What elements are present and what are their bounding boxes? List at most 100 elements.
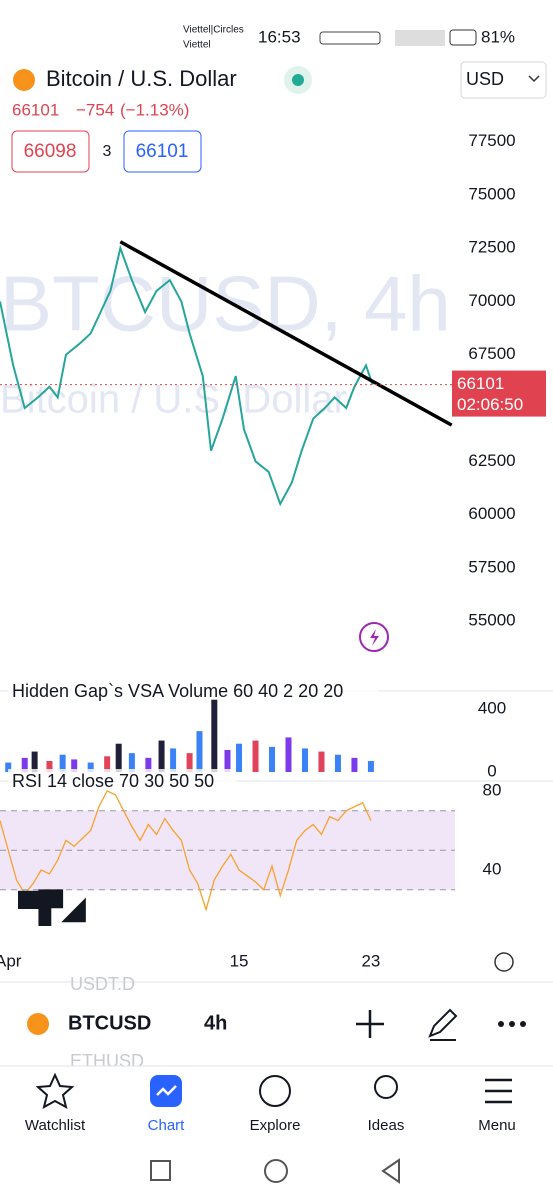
nav-label[interactable]: Menu — [478, 1117, 516, 1134]
volume-bar — [170, 748, 177, 772]
volume-bar — [115, 743, 122, 772]
volume-bar — [128, 753, 135, 772]
volume-bar — [71, 759, 78, 772]
currency-caret — [528, 75, 540, 83]
y-tick-label: 75000 — [468, 184, 515, 203]
pane-title-bg — [8, 679, 378, 705]
tv-logo: ▀▛◢ — [18, 889, 86, 927]
volume-bar — [269, 746, 276, 772]
price-tag — [452, 370, 546, 417]
volume-bar — [236, 743, 243, 772]
volume-bar — [186, 753, 193, 772]
nav-labels: Watchlist Chart Explore Ideas Menu — [25, 1117, 516, 1134]
pane-title: RSI 14 close 70 30 50 50 — [12, 771, 214, 791]
volume-bar — [301, 748, 308, 772]
volume-bar — [196, 731, 203, 772]
y-tick-label: 57500 — [468, 557, 515, 576]
volume-bar — [158, 740, 165, 772]
charts: BTCUSD, 4h Bitcoin / U.S. Dollar 55000 5750… — [0, 131, 553, 970]
volume-bar — [31, 751, 38, 772]
alert-bolt — [370, 629, 379, 646]
y-tick-label: 67500 — [468, 344, 515, 363]
nav-label[interactable]: Explore — [250, 1117, 301, 1134]
volume-bar — [211, 699, 218, 772]
price-line — [0, 790, 372, 912]
watchlist-icon[interactable] — [35, 1072, 75, 1109]
sell-price[interactable]: 66098 — [24, 141, 77, 162]
y-tick-label: 72500 — [468, 238, 515, 257]
more-button[interactable] — [498, 1021, 526, 1027]
android-back[interactable] — [381, 1158, 400, 1184]
draw-button[interactable] — [428, 1008, 458, 1041]
android-home[interactable] — [264, 1159, 288, 1183]
watermark-sub: Bitcoin / U.S. Dollar — [0, 378, 347, 422]
y-tick-label: 60000 — [468, 504, 515, 523]
y-tick-label: 0 — [487, 761, 496, 780]
nav-label[interactable]: Chart — [148, 1117, 186, 1134]
volume-bar — [21, 757, 28, 772]
volume-bar — [285, 737, 292, 772]
ideas-icon[interactable] — [374, 1075, 398, 1099]
volume-bar — [252, 740, 259, 772]
y-tick-label: 400 — [478, 699, 506, 718]
x-tick-label: 15 — [230, 951, 249, 970]
volume-bar — [5, 762, 12, 772]
price-line — [0, 244, 374, 507]
x-tick-label: Apr — [0, 951, 22, 970]
volume-bar — [367, 761, 374, 772]
carrier: Viettel|Circles — [183, 25, 244, 36]
watermark: BTCUSD, 4h — [0, 260, 451, 348]
y-tick-label: 40 — [483, 859, 502, 878]
volume-bar — [46, 761, 53, 772]
market-status-dot — [292, 74, 304, 86]
volume-bar — [334, 754, 341, 772]
y-tick-label: 70000 — [468, 291, 515, 310]
currency-button[interactable] — [460, 61, 547, 99]
btc-icon — [13, 69, 35, 91]
x-tick-label: 23 — [361, 951, 380, 970]
add-button[interactable] — [356, 1010, 384, 1038]
menu-icon[interactable] — [485, 1078, 512, 1104]
pane-title: Hidden Gap`s VSA Volume 60 40 2 20 20 — [12, 681, 343, 701]
battery: 81% — [481, 27, 515, 46]
carrier-sub: Viettel — [183, 40, 211, 51]
pane-title-bg — [8, 769, 236, 795]
y-tick-label: 62500 — [468, 451, 515, 470]
toolbar-symbol[interactable]: BTCUSD — [68, 1012, 151, 1034]
battery-icon — [449, 29, 477, 46]
y-tick-label: 55000 — [468, 611, 515, 630]
volume-bar — [224, 750, 231, 772]
buy-button[interactable] — [123, 130, 202, 173]
sell-button[interactable] — [11, 130, 90, 173]
alert-icon[interactable] — [359, 622, 389, 652]
volume-bar — [104, 756, 111, 772]
trendline — [119, 240, 453, 427]
buy-price[interactable]: 66101 — [136, 141, 189, 162]
explore-icon[interactable] — [259, 1075, 291, 1107]
price-tag-countdown: 02:06:50 — [457, 395, 523, 414]
change: −754 — [76, 100, 114, 119]
volume-bar — [318, 751, 325, 772]
currency[interactable]: USD — [466, 69, 504, 89]
clock: 16:53 — [258, 27, 301, 46]
y-tick-label: 77500 — [468, 131, 515, 150]
symbol-title[interactable]: Bitcoin / U.S. Dollar — [46, 66, 237, 91]
toolbar-interval[interactable]: 4h — [204, 1012, 227, 1034]
last-price: 66101 — [12, 100, 59, 119]
android-recent[interactable] — [150, 1160, 171, 1181]
volume-bar — [59, 754, 66, 772]
volume-bar — [145, 757, 152, 772]
y-tick-label: 80 — [483, 780, 502, 799]
ghost-symbol: USDT.D — [70, 974, 135, 994]
chart-icon-line — [156, 1085, 177, 1096]
status-icons — [319, 31, 381, 45]
nav-label[interactable]: Ideas — [368, 1117, 405, 1134]
spread: 3 — [103, 143, 112, 160]
nav-label[interactable]: Watchlist — [25, 1117, 86, 1134]
btc-icon-small — [27, 1013, 49, 1035]
settings-icon[interactable] — [494, 952, 514, 972]
change-pct: (−1.13%) — [120, 100, 189, 119]
signal-icons — [395, 30, 445, 46]
